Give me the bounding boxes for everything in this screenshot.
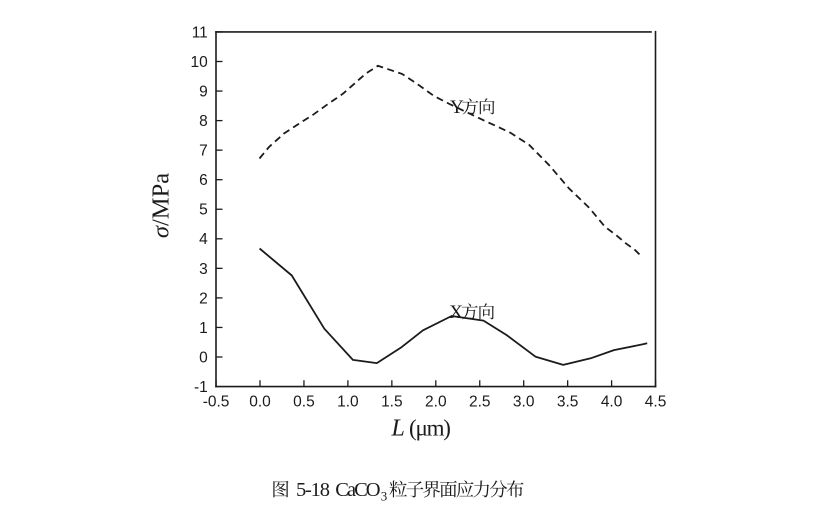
svg-text:0: 0: [199, 349, 208, 366]
svg-text:8: 8: [199, 113, 208, 130]
svg-text:9: 9: [199, 83, 208, 100]
svg-text:L: L: [391, 416, 405, 442]
svg-text:3.5: 3.5: [557, 394, 579, 411]
svg-text:2.0: 2.0: [425, 394, 447, 411]
svg-text:11: 11: [192, 24, 208, 41]
svg-text:10: 10: [191, 54, 209, 71]
svg-text:1.5: 1.5: [381, 394, 403, 411]
svg-text:(μm): (μm): [409, 416, 450, 441]
svg-text:σ/MPa: σ/MPa: [148, 173, 175, 238]
svg-text:6: 6: [199, 172, 208, 189]
svg-text:5: 5: [199, 202, 208, 219]
svg-text:2: 2: [199, 290, 208, 307]
svg-text:X: X: [449, 302, 463, 323]
svg-text:3: 3: [381, 489, 388, 504]
svg-text:0.0: 0.0: [249, 394, 271, 411]
svg-text:1.0: 1.0: [337, 394, 359, 411]
svg-text:-0.5: -0.5: [203, 394, 230, 411]
svg-text:1: 1: [199, 320, 208, 337]
svg-text:4: 4: [199, 231, 208, 248]
svg-text:5-18: 5-18: [296, 479, 330, 501]
svg-text:0.5: 0.5: [293, 394, 315, 411]
svg-text:CaCO: CaCO: [335, 479, 379, 501]
svg-text:Y: Y: [450, 97, 464, 118]
svg-text:7: 7: [199, 143, 208, 160]
svg-text:2.5: 2.5: [469, 394, 491, 411]
svg-text:4.5: 4.5: [645, 394, 667, 411]
svg-text:3: 3: [199, 261, 208, 278]
svg-text:4.0: 4.0: [601, 394, 623, 411]
svg-text:-1: -1: [194, 379, 208, 396]
svg-text:3.0: 3.0: [513, 394, 535, 411]
